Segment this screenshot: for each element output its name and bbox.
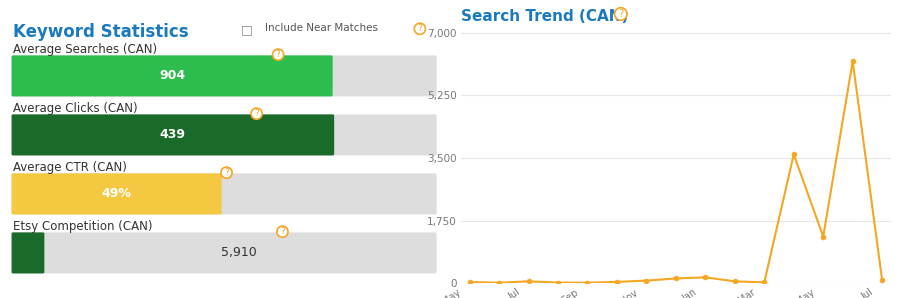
Text: Search Trend (CAN): Search Trend (CAN) [461, 9, 628, 24]
Text: Average Searches (CAN): Average Searches (CAN) [14, 44, 157, 57]
FancyBboxPatch shape [12, 114, 436, 156]
FancyBboxPatch shape [12, 55, 436, 97]
Text: □: □ [241, 23, 253, 36]
Text: 904: 904 [159, 69, 185, 83]
Text: 439: 439 [160, 128, 186, 142]
FancyBboxPatch shape [12, 173, 436, 215]
FancyBboxPatch shape [12, 173, 221, 215]
Text: ?: ? [418, 24, 422, 33]
Text: Include Near Matches: Include Near Matches [265, 23, 378, 33]
Text: Average Clicks (CAN): Average Clicks (CAN) [14, 103, 138, 116]
Text: Keyword Statistics: Keyword Statistics [14, 23, 189, 41]
FancyBboxPatch shape [12, 114, 334, 156]
Text: Etsy Competition (CAN): Etsy Competition (CAN) [14, 221, 153, 234]
FancyBboxPatch shape [12, 232, 44, 274]
Text: ?: ? [254, 109, 259, 118]
Text: ?: ? [280, 227, 284, 236]
FancyBboxPatch shape [12, 55, 333, 97]
Text: ?: ? [618, 9, 624, 19]
Text: ?: ? [224, 168, 229, 177]
Text: Average CTR (CAN): Average CTR (CAN) [14, 162, 127, 175]
Text: 5,910: 5,910 [220, 246, 256, 260]
Text: 49%: 49% [102, 187, 131, 201]
Text: ?: ? [275, 50, 281, 59]
FancyBboxPatch shape [12, 232, 436, 274]
